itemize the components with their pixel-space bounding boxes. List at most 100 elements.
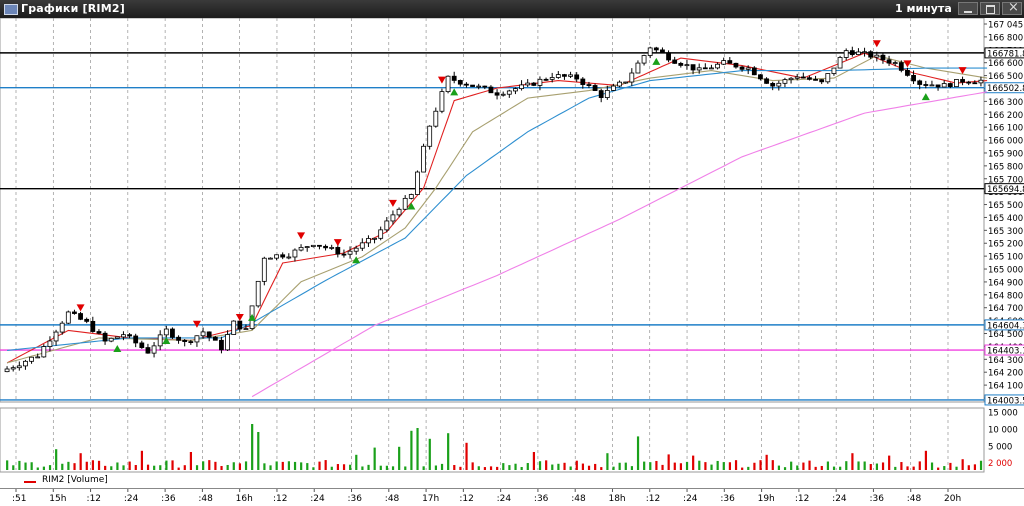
volume-bar <box>6 460 9 470</box>
window-title: Графики [RIM2] <box>21 2 125 15</box>
volume-bar <box>263 463 266 470</box>
candle <box>445 75 451 93</box>
volume-bar <box>581 463 585 470</box>
level-label: 166502.8 <box>987 84 1024 94</box>
candle <box>163 328 169 336</box>
volume-bar <box>202 461 205 470</box>
volume-bar <box>624 462 627 470</box>
candle <box>660 49 665 54</box>
candle <box>911 74 916 82</box>
volume-bar <box>734 460 738 470</box>
candle <box>280 254 286 258</box>
candle <box>543 78 549 81</box>
price-tick-label: 164 200 <box>988 369 1023 379</box>
candle <box>898 62 904 71</box>
volume-bar <box>667 454 670 470</box>
price-tick-label: 165 500 <box>988 201 1023 211</box>
volume-bar <box>863 461 866 470</box>
volume-bar <box>330 466 333 470</box>
candle <box>310 244 316 247</box>
maximize-button[interactable] <box>980 2 1000 15</box>
volume-bar <box>594 463 597 470</box>
candle <box>653 47 659 51</box>
candle <box>396 208 402 216</box>
volume-bar <box>783 467 787 470</box>
volume-bar <box>79 453 82 470</box>
candle <box>206 331 212 338</box>
volume-bar <box>587 465 591 470</box>
volume-bar <box>771 460 774 470</box>
time-tick-label: :24 <box>124 494 139 504</box>
candle <box>16 365 22 369</box>
volume-bar <box>367 464 370 470</box>
time-tick-label: :48 <box>571 494 586 504</box>
candle <box>390 214 396 222</box>
level-label: 164604.3 <box>987 321 1024 331</box>
level-label: 166781.8 <box>987 49 1024 59</box>
candle <box>304 246 310 248</box>
time-tick-label: :12 <box>795 494 809 504</box>
volume-bar <box>612 466 615 470</box>
close-button[interactable] <box>1002 0 1022 15</box>
time-tick-label: 17h <box>422 494 439 504</box>
volume-bar <box>759 460 762 470</box>
volume-bar <box>606 453 609 470</box>
candle <box>837 57 843 69</box>
candle <box>555 74 561 78</box>
volume-bar <box>832 466 836 470</box>
volume-legend-label: RIM2 [Volume] <box>42 475 108 485</box>
candle <box>782 79 788 84</box>
volume-bar <box>336 464 340 470</box>
volume-bar <box>238 463 242 470</box>
candle <box>4 368 10 373</box>
volume-bar <box>949 462 952 470</box>
sell-signal-marker <box>872 40 881 48</box>
chart-window-icon <box>4 4 18 15</box>
candle <box>525 82 531 86</box>
candle <box>188 341 194 343</box>
candle <box>114 336 120 339</box>
candle <box>506 90 512 95</box>
time-tick-label: :12 <box>646 494 660 504</box>
minimize-button[interactable] <box>958 2 978 15</box>
volume-bar <box>961 459 964 470</box>
volume-bar <box>906 466 909 470</box>
volume-bar <box>661 464 664 470</box>
volume-bar <box>306 463 309 470</box>
volume-bar <box>728 462 732 470</box>
candle <box>151 345 157 354</box>
volume-tick-label: 5 000 <box>988 443 1012 453</box>
buy-signal-marker <box>652 57 661 65</box>
volume-bar <box>845 461 848 470</box>
vertical-grid <box>15 18 949 470</box>
candle <box>84 318 90 322</box>
candle <box>219 339 224 351</box>
moving-average-line <box>6 55 988 364</box>
interval-label[interactable]: 1 минута <box>895 2 952 15</box>
candle <box>108 337 114 342</box>
candle <box>923 84 929 86</box>
volume-bar <box>820 465 823 470</box>
price-tick-label: 164 800 <box>988 291 1023 301</box>
sell-signal-marker <box>76 304 85 312</box>
volume-bar <box>747 466 750 470</box>
volume-bar <box>508 465 511 470</box>
volume-bar <box>159 465 162 470</box>
candle <box>286 256 292 259</box>
volume-bar <box>514 463 517 470</box>
volume-bar <box>36 467 39 470</box>
candle <box>886 59 892 64</box>
volume-bar <box>489 466 493 470</box>
volume-bar <box>888 455 891 470</box>
time-tick-label: 15h <box>49 494 66 504</box>
candle <box>488 86 494 94</box>
candle <box>800 76 806 79</box>
volume-bar <box>269 465 272 470</box>
candle <box>102 332 108 342</box>
price-tick-label: 165 000 <box>988 266 1023 276</box>
volume-bar <box>600 467 603 470</box>
candle <box>721 60 727 65</box>
candle <box>696 67 702 71</box>
candle <box>929 84 935 87</box>
